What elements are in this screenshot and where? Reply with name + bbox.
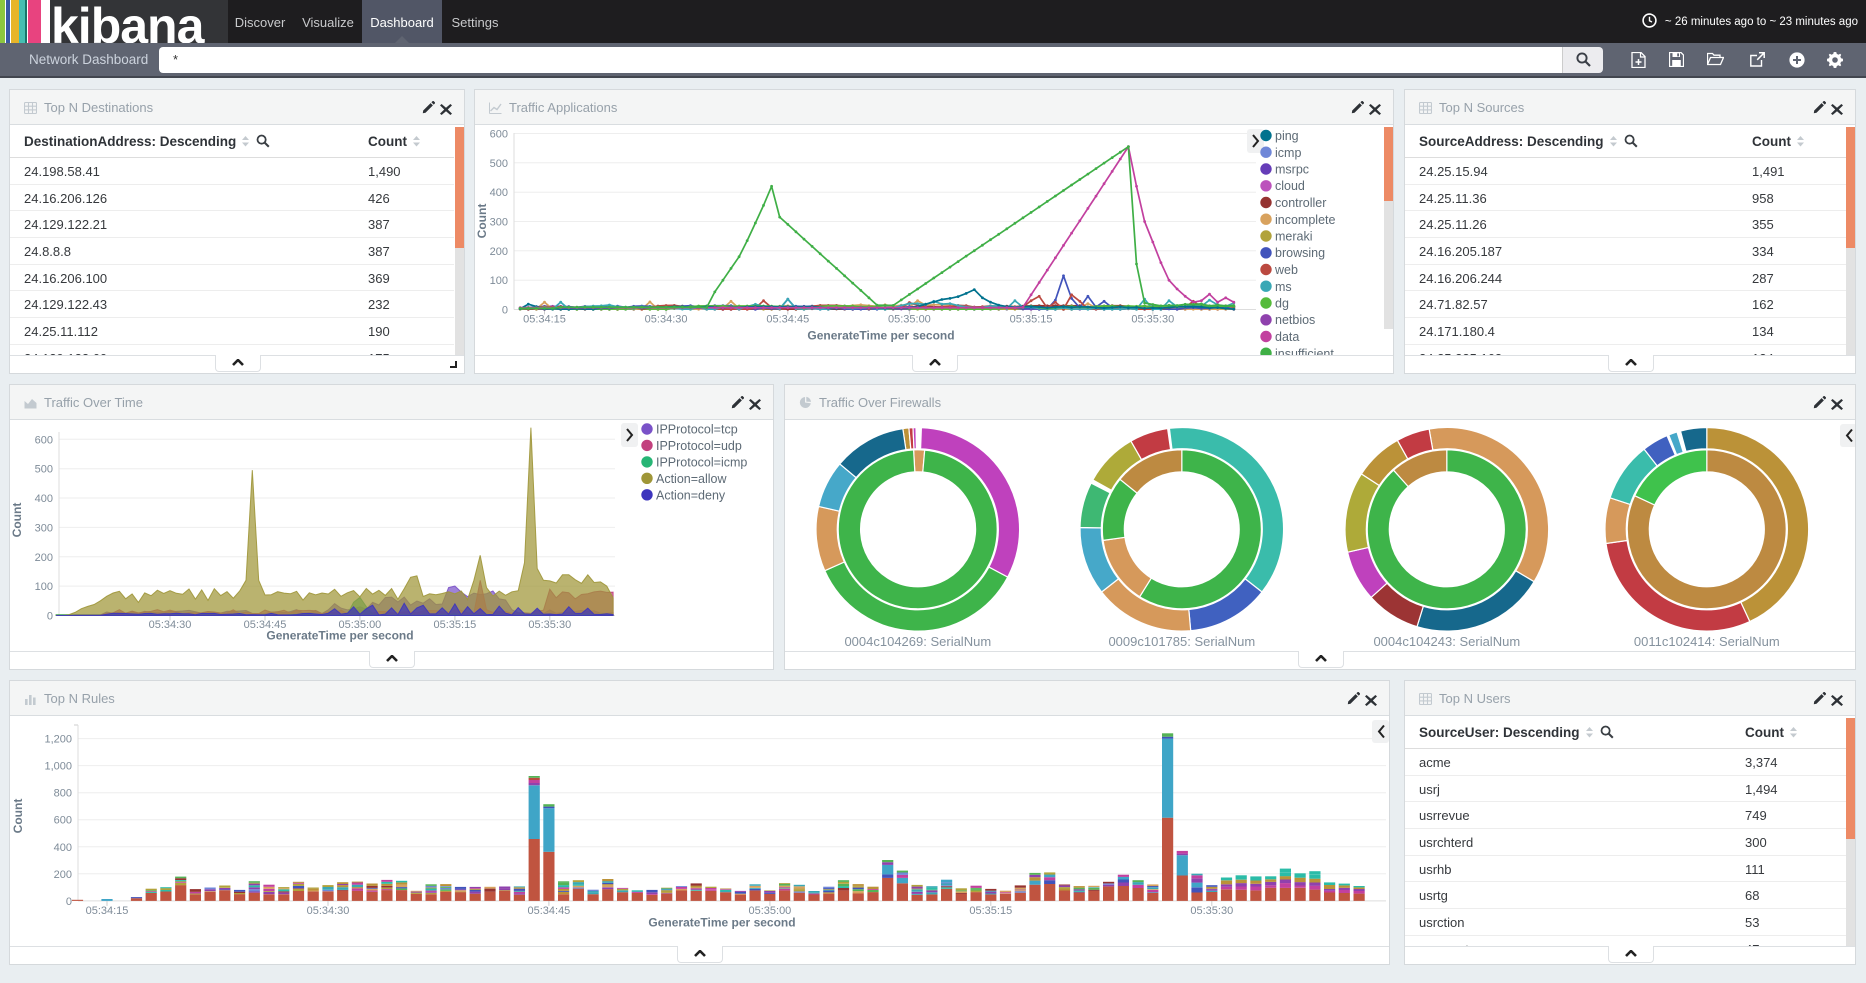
svg-text:05:35:30: 05:35:30 bbox=[1190, 905, 1233, 917]
svg-text:0: 0 bbox=[66, 896, 72, 908]
svg-text:IPProtocol=udp: IPProtocol=udp bbox=[656, 439, 742, 453]
svg-text:05:35:00: 05:35:00 bbox=[338, 619, 381, 631]
svg-text:05:35:00: 05:35:00 bbox=[888, 314, 931, 326]
svg-text:05:34:45: 05:34:45 bbox=[766, 314, 809, 326]
svg-text:400: 400 bbox=[490, 187, 508, 199]
svg-text:600: 600 bbox=[35, 434, 53, 446]
svg-text:incomplete: incomplete bbox=[1275, 213, 1335, 227]
svg-text:cloud: cloud bbox=[1275, 179, 1305, 193]
svg-text:0011c102414: SerialNum: 0011c102414: SerialNum bbox=[1634, 634, 1780, 649]
svg-text:Action=deny: Action=deny bbox=[656, 488, 726, 502]
svg-text:500: 500 bbox=[35, 464, 53, 476]
svg-text:Count: Count bbox=[10, 503, 24, 538]
svg-text:05:35:30: 05:35:30 bbox=[528, 619, 571, 631]
svg-text:1,200: 1,200 bbox=[44, 734, 72, 746]
svg-text:05:35:15: 05:35:15 bbox=[969, 905, 1012, 917]
svg-text:ms: ms bbox=[1275, 280, 1292, 294]
svg-text:controller: controller bbox=[1275, 196, 1326, 210]
svg-text:0004c104243: SerialNum: 0004c104243: SerialNum bbox=[1373, 634, 1520, 649]
svg-text:data: data bbox=[1275, 330, 1299, 344]
svg-text:Count: Count bbox=[475, 204, 489, 239]
svg-text:GenerateTime per second: GenerateTime per second bbox=[266, 629, 413, 643]
svg-text:05:35:15: 05:35:15 bbox=[1010, 314, 1053, 326]
svg-text:100: 100 bbox=[490, 275, 508, 287]
svg-text:05:35:00: 05:35:00 bbox=[748, 905, 791, 917]
svg-text:800: 800 bbox=[54, 788, 72, 800]
svg-text:1,000: 1,000 bbox=[44, 761, 72, 773]
svg-text:web: web bbox=[1274, 263, 1298, 277]
svg-text:600: 600 bbox=[54, 815, 72, 827]
svg-text:ping: ping bbox=[1275, 129, 1299, 143]
svg-text:300: 300 bbox=[490, 217, 508, 229]
svg-text:400: 400 bbox=[35, 493, 53, 505]
svg-text:msrpc: msrpc bbox=[1275, 163, 1309, 177]
svg-text:05:34:30: 05:34:30 bbox=[149, 619, 192, 631]
svg-text:05:35:30: 05:35:30 bbox=[1131, 314, 1174, 326]
svg-text:300: 300 bbox=[35, 522, 53, 534]
svg-text:meraki: meraki bbox=[1275, 230, 1313, 244]
svg-text:0004c104269: SerialNum: 0004c104269: SerialNum bbox=[844, 634, 991, 649]
svg-text:200: 200 bbox=[35, 552, 53, 564]
svg-text:500: 500 bbox=[490, 158, 508, 170]
svg-text:05:34:30: 05:34:30 bbox=[307, 905, 350, 917]
svg-text:GenerateTime per second: GenerateTime per second bbox=[807, 329, 954, 343]
svg-text:05:34:45: 05:34:45 bbox=[527, 905, 570, 917]
svg-text:Action=allow: Action=allow bbox=[656, 472, 727, 486]
svg-text:100: 100 bbox=[35, 581, 53, 593]
svg-text:insufficient: insufficient bbox=[1275, 347, 1334, 355]
svg-text:browsing: browsing bbox=[1275, 246, 1325, 260]
svg-text:400: 400 bbox=[54, 842, 72, 854]
svg-text:200: 200 bbox=[54, 869, 72, 881]
svg-text:IPProtocol=tcp: IPProtocol=tcp bbox=[656, 423, 738, 437]
svg-text:0: 0 bbox=[502, 305, 508, 317]
svg-text:dg: dg bbox=[1275, 297, 1289, 311]
svg-text:05:34:15: 05:34:15 bbox=[86, 905, 129, 917]
svg-text:05:35:15: 05:35:15 bbox=[433, 619, 476, 631]
svg-text:05:34:45: 05:34:45 bbox=[244, 619, 287, 631]
svg-text:600: 600 bbox=[490, 129, 508, 141]
svg-text:05:34:15: 05:34:15 bbox=[523, 314, 566, 326]
svg-text:200: 200 bbox=[490, 246, 508, 258]
svg-text:05:34:30: 05:34:30 bbox=[645, 314, 688, 326]
svg-text:GenerateTime per second: GenerateTime per second bbox=[648, 916, 795, 930]
svg-text:0009c101785: SerialNum: 0009c101785: SerialNum bbox=[1108, 634, 1255, 649]
svg-text:IPProtocol=icmp: IPProtocol=icmp bbox=[656, 455, 747, 469]
svg-text:icmp: icmp bbox=[1275, 146, 1301, 160]
svg-text:0: 0 bbox=[47, 611, 53, 623]
svg-text:Count: Count bbox=[11, 799, 25, 834]
svg-text:netbios: netbios bbox=[1275, 313, 1315, 327]
